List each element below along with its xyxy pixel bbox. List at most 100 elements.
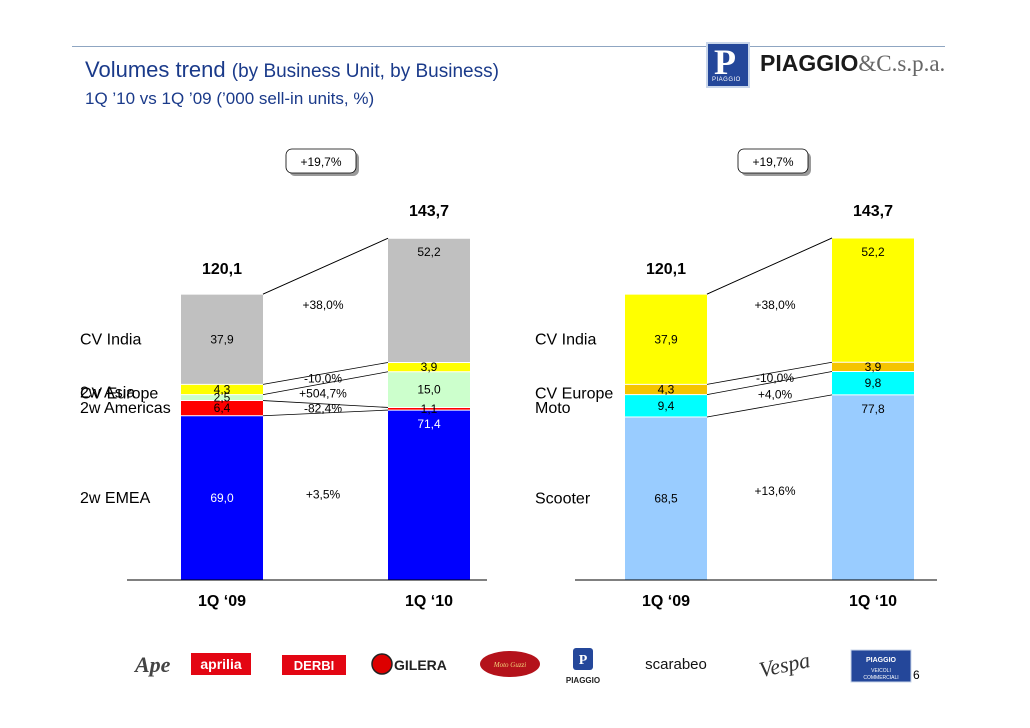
- series-label: CV Europe: [535, 385, 613, 402]
- connector-line: [262, 362, 389, 385]
- bar-segment-0-1-1: [388, 407, 470, 411]
- data-label: 52,2: [861, 245, 885, 259]
- aprilia-logo: aprilia: [200, 656, 241, 672]
- data-label: 37,9: [654, 332, 678, 346]
- pvc-logo-line2: VEICOLI: [871, 668, 891, 674]
- connector-line: [262, 371, 389, 395]
- series-label: CV Europe: [80, 385, 158, 402]
- data-label: 15,0: [417, 383, 441, 397]
- data-label: 3,9: [865, 360, 882, 374]
- data-label: 1,1: [421, 402, 438, 416]
- total-connector: [706, 237, 833, 295]
- bar-segment-1-0-1: [832, 394, 914, 580]
- data-label: 9,8: [865, 376, 882, 390]
- derbi-logo: DERBI: [294, 658, 334, 673]
- page-subtitle: 1Q ’10 vs 1Q ’09 (’000 sell-in units, %): [85, 89, 375, 108]
- derbi-logo-bg: [282, 655, 346, 675]
- piaggio-emblem-letter: P: [579, 653, 588, 668]
- gilera-logo: GILERA: [394, 657, 447, 673]
- header-rule: [72, 46, 945, 47]
- growth-badge: [285, 148, 357, 174]
- connector-line: [706, 361, 833, 385]
- change-label: +504,7%: [299, 387, 347, 401]
- bar-segment-1-0-0: [625, 416, 707, 580]
- aprilia-logo-bg: [191, 653, 251, 675]
- series-label: 2w Americas: [80, 400, 171, 417]
- title-main: Volumes trend: [85, 57, 226, 82]
- data-label: 3,9: [421, 360, 438, 374]
- moto-guzzi-logo: Moto Guzzi: [493, 661, 527, 669]
- data-label: 4,3: [214, 382, 231, 396]
- piaggio-logo: PIAGGIO: [566, 676, 600, 685]
- data-label: 71,4: [417, 417, 441, 431]
- data-label: 69,0: [210, 491, 234, 505]
- connector-line: [706, 394, 833, 418]
- total-connector: [262, 237, 389, 295]
- growth-badge-label: +19,7%: [300, 155, 341, 169]
- moto-guzzi-emblem-icon: [480, 651, 540, 677]
- growth-badge: [737, 148, 809, 174]
- title-qualifier: (by Business Unit, by Business): [231, 61, 499, 82]
- change-label: -10,0%: [756, 371, 794, 385]
- data-label: 4,3: [658, 382, 675, 396]
- bar-segment-1-2-1: [832, 362, 914, 372]
- growth-badge-label: +19,7%: [752, 155, 793, 169]
- category-label: 1Q ‘10: [849, 593, 897, 610]
- bar-segment-0-0-0: [181, 415, 263, 580]
- bar-segment-0-1-0: [181, 400, 263, 416]
- bar-segment-0-2-1: [388, 371, 470, 408]
- series-label: Scooter: [535, 490, 591, 507]
- piaggio-emblem-icon: P PIAGGIO: [706, 42, 750, 88]
- category-label: 1Q ‘09: [642, 593, 690, 610]
- bar-segment-0-0-1: [388, 410, 470, 580]
- bar-segment-1-1-1: [832, 371, 914, 395]
- bar-segment-1-3-0: [625, 294, 707, 385]
- piaggio-logo: P PIAGGIO PIAGGIO&C.s.p.a.: [706, 42, 946, 92]
- vespa-logo: Vespa: [757, 647, 812, 682]
- change-label: +4,0%: [758, 387, 793, 401]
- piaggio-emblem-small-icon: [573, 648, 593, 670]
- data-label: 68,5: [654, 491, 678, 505]
- category-label: 1Q ‘10: [405, 593, 453, 610]
- change-label: -10,0%: [304, 371, 342, 385]
- pvc-logo-line3: COMMERCIALI: [863, 675, 898, 681]
- data-label: 52,2: [417, 245, 441, 259]
- change-label: +13,6%: [754, 484, 795, 498]
- change-label: -82,4%: [304, 401, 342, 415]
- bar-segment-1-2-0: [625, 384, 707, 395]
- series-label: 2w Asia: [80, 385, 135, 402]
- bar-segment-1-1-0: [625, 394, 707, 417]
- scarabeo-logo: scarabeo: [645, 656, 707, 673]
- data-label: 6,4: [214, 401, 231, 415]
- change-label: +3,5%: [306, 487, 341, 501]
- pvc-logo-line1: PIAGGIO: [866, 657, 897, 664]
- data-label: 9,4: [658, 399, 675, 413]
- bar-total: 143,7: [853, 203, 893, 220]
- connector-line: [706, 371, 833, 395]
- series-label: CV India: [80, 331, 141, 348]
- bar-total: 120,1: [646, 261, 686, 278]
- gilera-emblem-icon: [371, 653, 393, 675]
- change-label: +38,0%: [302, 298, 343, 312]
- bar-total: 143,7: [409, 203, 449, 220]
- pvc-logo-bg: [850, 649, 912, 683]
- bar-segment-0-3-0: [181, 384, 263, 395]
- piaggio-wordmark: PIAGGIO&C.s.p.a.: [760, 50, 946, 76]
- series-label: CV India: [535, 331, 596, 348]
- page-number: 6: [913, 668, 920, 682]
- change-label: +38,0%: [754, 298, 795, 312]
- bar-segment-1-3-1: [832, 237, 914, 363]
- connector-line: [262, 400, 389, 408]
- bar-segment-0-4-0: [181, 294, 263, 385]
- data-label: 2,5: [214, 391, 231, 405]
- data-label: 77,8: [861, 402, 885, 416]
- bar-segment-0-4-1: [388, 238, 470, 363]
- category-label: 1Q ‘09: [198, 593, 246, 610]
- connector-line: [262, 409, 389, 417]
- data-label: 37,9: [210, 332, 234, 346]
- series-label: 2w EMEA: [80, 490, 151, 507]
- ape-logo: Ape: [133, 652, 171, 677]
- bar-total: 120,1: [202, 261, 242, 278]
